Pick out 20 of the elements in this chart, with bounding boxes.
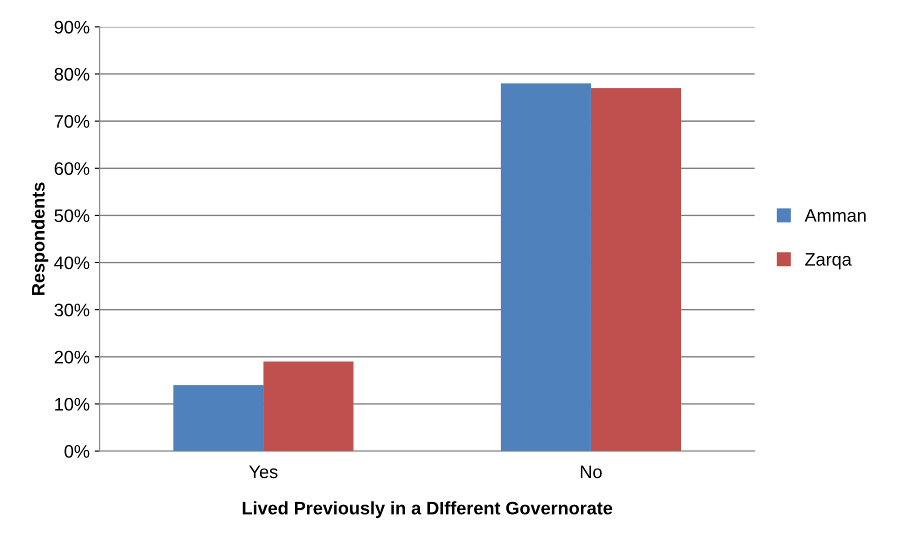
y-tick-label: 40% <box>54 256 90 270</box>
y-axis-title: Respondents <box>31 182 48 295</box>
y-tick-label: 20% <box>54 350 90 364</box>
x-tick-label: Yes <box>249 466 278 478</box>
y-tick-label: 30% <box>54 304 90 316</box>
y-tick-label: 50% <box>54 209 90 222</box>
y-tick-label: 10% <box>55 398 90 411</box>
x-tick-label: No <box>580 466 602 478</box>
y-tick-label: 60% <box>54 162 90 175</box>
y-tick-label: 70% <box>54 115 90 128</box>
bar <box>173 385 264 452</box>
y-tick-label: 80% <box>54 68 90 81</box>
bar <box>263 362 354 452</box>
legend-label: Amman <box>804 209 866 222</box>
legend-label: Zarqa <box>805 253 852 270</box>
y-tick-label: 90% <box>54 20 90 34</box>
y-tick-label: 0% <box>64 445 90 458</box>
bar <box>590 88 682 452</box>
bar <box>500 83 591 452</box>
x-axis-title: Lived Previously in a DIfferent Governorate <box>242 501 612 518</box>
